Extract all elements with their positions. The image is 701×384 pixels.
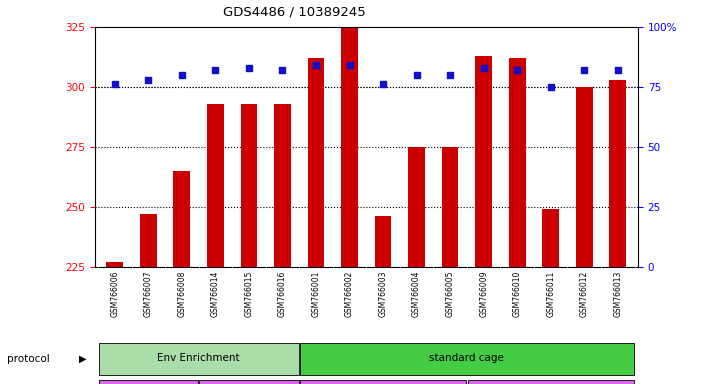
Text: GSM766009: GSM766009 [479, 270, 488, 317]
Bar [468, 380, 634, 384]
Text: GSM766016: GSM766016 [278, 270, 287, 317]
Bar [240, 104, 257, 267]
Bar [341, 27, 358, 267]
Point [143, 77, 154, 83]
Text: GSM766008: GSM766008 [177, 270, 186, 317]
Bar [543, 209, 559, 267]
Point [512, 67, 523, 73]
Bar [300, 343, 634, 375]
Bar [300, 380, 466, 384]
Point [243, 65, 254, 71]
Bar [408, 147, 425, 267]
Point [478, 65, 489, 71]
Text: GSM766002: GSM766002 [345, 270, 354, 317]
Text: Env Enrichment: Env Enrichment [157, 353, 240, 363]
Bar [107, 262, 123, 267]
Bar [509, 58, 526, 267]
Text: GSM766012: GSM766012 [580, 270, 589, 317]
Point [612, 67, 623, 73]
Bar [374, 217, 391, 267]
Point [444, 72, 456, 78]
Bar [475, 56, 492, 267]
Point [545, 84, 557, 90]
Point [411, 72, 422, 78]
Bar [576, 87, 592, 267]
Point [277, 67, 288, 73]
Bar [609, 80, 626, 267]
Bar [199, 380, 299, 384]
Text: GSM766007: GSM766007 [144, 270, 153, 317]
Text: GSM766004: GSM766004 [412, 270, 421, 317]
Text: GSM766006: GSM766006 [110, 270, 119, 317]
Bar [173, 171, 190, 267]
Bar [99, 343, 299, 375]
Point [176, 72, 187, 78]
Point [311, 62, 322, 68]
Point [344, 62, 355, 68]
Text: GSM766015: GSM766015 [245, 270, 253, 317]
Text: ▶: ▶ [79, 354, 86, 364]
Bar [140, 214, 157, 267]
Text: GSM766005: GSM766005 [446, 270, 455, 317]
Text: GSM766013: GSM766013 [613, 270, 622, 317]
Text: GSM766011: GSM766011 [546, 270, 555, 317]
Text: GDS4486 / 10389245: GDS4486 / 10389245 [223, 6, 366, 19]
Bar [274, 104, 291, 267]
Bar [308, 58, 325, 267]
Bar [99, 380, 198, 384]
Text: GSM766003: GSM766003 [379, 270, 388, 317]
Text: GSM766010: GSM766010 [512, 270, 522, 317]
Text: GSM766001: GSM766001 [311, 270, 320, 317]
Bar [207, 104, 224, 267]
Point [578, 67, 590, 73]
Point [210, 67, 221, 73]
Point [377, 81, 388, 88]
Bar [442, 147, 458, 267]
Text: protocol: protocol [7, 354, 50, 364]
Text: GSM766014: GSM766014 [211, 270, 220, 317]
Text: standard cage: standard cage [430, 353, 504, 363]
Point [109, 81, 121, 88]
